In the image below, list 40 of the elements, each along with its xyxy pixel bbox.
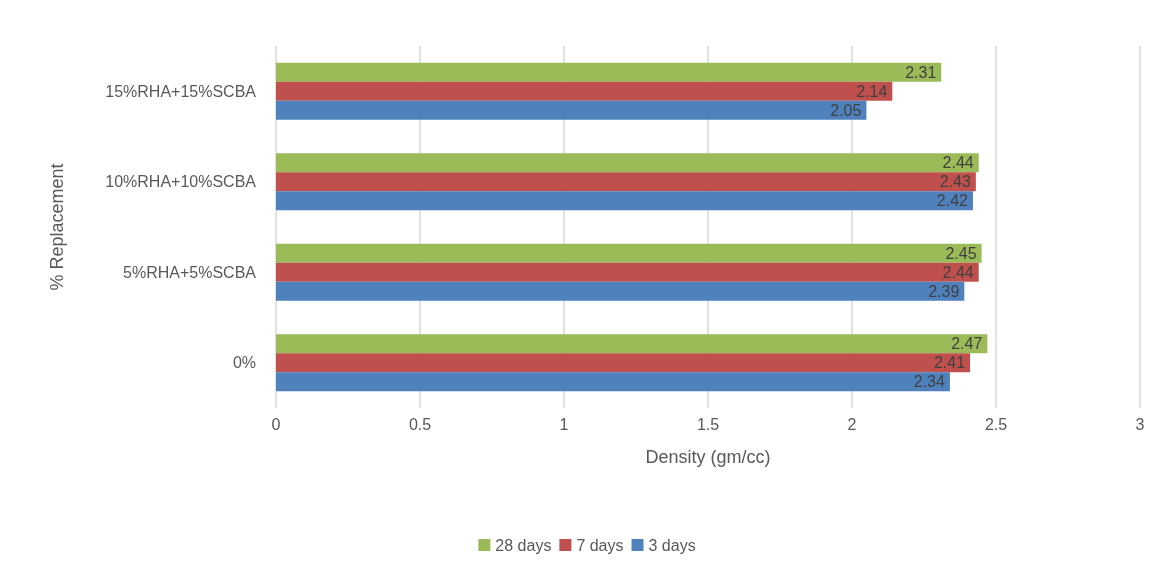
data-label: 2.41 [933,354,966,372]
x-tick-label: 2 [847,415,857,433]
x-tick-label: 0.5 [408,415,432,433]
bar [276,172,976,192]
bar [276,353,971,373]
data-label: 2.39 [928,282,960,300]
bar [276,81,893,101]
legend-label: 7 days [576,536,624,554]
y-tick-label: 0% [232,354,256,372]
data-label: 2.05 [830,101,862,119]
data-label: 2.44 [942,154,974,172]
bar [276,334,988,354]
bar [276,62,942,82]
bar [276,243,982,263]
x-tick-label: 1 [559,415,569,433]
x-tick-label: 2.5 [984,415,1008,433]
legend-label: 3 days [648,536,696,554]
bar [276,100,867,120]
x-axis-title: Density (gm/cc) [645,447,771,467]
legend-label: 28 days [495,536,552,554]
data-label: 2.42 [936,192,969,210]
x-tick-label: 3 [1135,415,1145,433]
data-label: 2.14 [856,82,888,100]
bar [276,153,979,173]
bar [276,191,973,211]
bar [276,281,965,301]
y-tick-label: 15%RHA+15%SCBA [105,82,257,100]
y-tick-label: 5%RHA+5%SCBA [123,263,257,281]
data-label: 2.47 [951,335,983,353]
data-label: 2.44 [942,263,974,281]
x-tick-label: 0 [271,415,281,433]
data-label: 2.43 [939,173,971,191]
bar [276,372,950,392]
data-label: 2.34 [913,373,946,391]
y-tick-label: 10%RHA+10%SCBA [105,173,257,191]
data-label: 2.45 [945,244,977,262]
x-tick-label: 1.5 [696,415,720,433]
data-label: 2.31 [905,63,937,81]
bar [276,262,979,282]
y-axis-title: % Replacement [47,163,67,291]
